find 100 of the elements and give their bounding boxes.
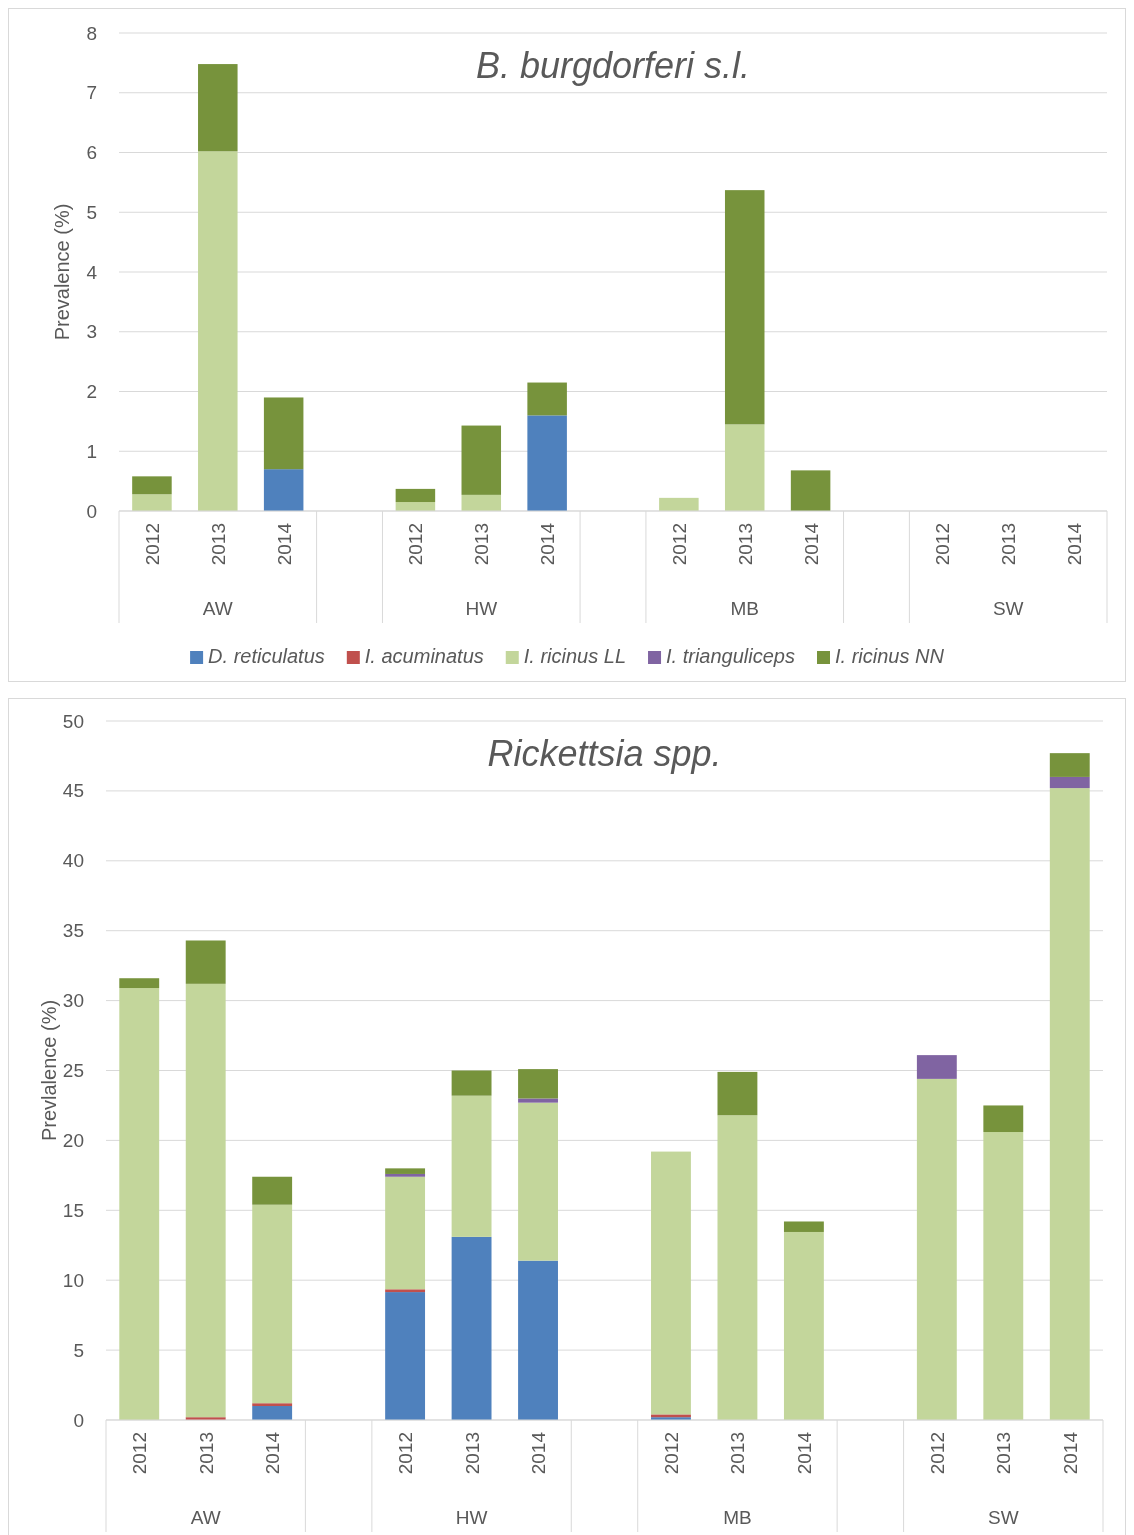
x-tick-label: 2014 [800, 522, 822, 566]
text: HW [455, 1507, 488, 1528]
text: HW [465, 598, 498, 619]
bar [252, 1176, 293, 1205]
x-tick-label: 2014 [262, 1431, 284, 1475]
x-tick-label: 2012 [405, 523, 427, 566]
x-tick-label: 2013 [993, 1432, 1015, 1475]
y-axis-title: Prevlalence (%) [38, 999, 60, 1142]
bar [651, 1151, 691, 1415]
bar [119, 988, 160, 1420]
bar [1049, 788, 1090, 1420]
bar [451, 1236, 492, 1420]
y-tick-label: 2 [86, 381, 97, 403]
bar [527, 382, 567, 416]
y-tick-label: 5 [73, 1339, 84, 1361]
bar [1049, 776, 1090, 789]
bar [385, 1176, 426, 1290]
bar [983, 1105, 1024, 1133]
bar [717, 1071, 758, 1116]
x-tick-label: 2013 [727, 1432, 749, 1475]
bar [461, 425, 502, 495]
x-tick-label: 2013 [461, 1432, 483, 1475]
bar [252, 1204, 293, 1404]
legend-label: I. ricinus NN [835, 645, 945, 667]
bar [983, 1132, 1024, 1420]
y-tick-label: 3 [86, 321, 97, 343]
bar [451, 1070, 492, 1096]
y-tick-label: 25 [62, 1060, 84, 1082]
bar [1049, 753, 1090, 777]
y-tick-label: 5 [86, 201, 97, 223]
y-tick-label: 50 [62, 710, 84, 732]
bar [790, 470, 831, 511]
bar [395, 488, 436, 503]
x-tick-label: 2012 [141, 523, 163, 566]
x-tick-label: 2014 [1064, 522, 1086, 566]
legend-label: I. acuminatus [364, 645, 484, 667]
x-tick-label: 2013 [207, 523, 229, 566]
bar [132, 494, 172, 511]
x-tick-label: 2013 [998, 523, 1020, 566]
bar [461, 494, 502, 511]
x-tick-label: 2012 [395, 1432, 417, 1475]
y-tick-label: 1 [86, 440, 97, 462]
y-tick-label: 0 [73, 1409, 84, 1431]
x-tick-label: 2013 [734, 523, 756, 566]
bar [263, 397, 304, 470]
x-tick-label: 2014 [1059, 1431, 1081, 1475]
text: AW [202, 598, 233, 619]
bar [385, 1292, 426, 1420]
chart-title: B. burgdorferi s.l. [475, 45, 751, 86]
x-tick-label: 2014 [793, 1431, 815, 1475]
x-tick-label: 2013 [195, 1432, 217, 1475]
chart-title: Rickettsia spp. [487, 733, 722, 774]
bar [724, 424, 765, 511]
bar [252, 1406, 293, 1420]
bar [518, 1069, 558, 1099]
y-tick-label: 4 [86, 261, 98, 283]
x-tick-label: 2013 [471, 523, 493, 566]
x-tick-label: 2014 [273, 522, 295, 566]
y-tick-label: 0 [86, 500, 97, 522]
bar [659, 497, 699, 511]
bar [783, 1231, 824, 1420]
y-tick-label: 40 [62, 850, 84, 872]
bar [119, 978, 160, 989]
x-tick-label: 2012 [129, 1432, 151, 1475]
bar [385, 1168, 426, 1174]
y-tick-label: 8 [86, 22, 97, 44]
text: AW [190, 1507, 221, 1528]
bar [916, 1055, 957, 1079]
bar [916, 1078, 957, 1420]
x-tick-label: 2014 [528, 1431, 550, 1475]
y-tick-label: 30 [62, 990, 84, 1012]
text: MB [730, 598, 759, 619]
bar [518, 1098, 558, 1103]
x-tick-label: 2012 [932, 523, 954, 566]
bar [783, 1221, 824, 1232]
x-tick-label: 2012 [926, 1432, 948, 1475]
y-tick-label: 6 [86, 142, 97, 164]
legend-label: I. trianguliceps [666, 645, 795, 667]
y-axis-title: Prevalence (%) [51, 203, 73, 341]
bar [263, 469, 304, 511]
text: SW [988, 1507, 1019, 1528]
y-tick-label: 10 [62, 1269, 84, 1291]
x-tick-label: 2012 [668, 523, 690, 566]
legend-label: I. ricinus LL [523, 645, 627, 667]
y-tick-label: 35 [62, 920, 84, 942]
bar [132, 476, 172, 495]
bar [717, 1115, 758, 1420]
y-tick-label: 7 [86, 82, 97, 104]
bar [451, 1095, 492, 1237]
bar [252, 1403, 293, 1407]
text: SW [992, 598, 1024, 619]
bar [724, 190, 765, 425]
bar [518, 1102, 558, 1261]
x-tick-label: 2012 [660, 1432, 682, 1475]
bar [385, 1289, 426, 1293]
bar [385, 1173, 426, 1177]
x-tick-label: 2014 [537, 522, 559, 566]
y-tick-label: 45 [62, 780, 84, 802]
legend-label: D. reticulatus [208, 645, 325, 667]
bar [185, 940, 226, 984]
